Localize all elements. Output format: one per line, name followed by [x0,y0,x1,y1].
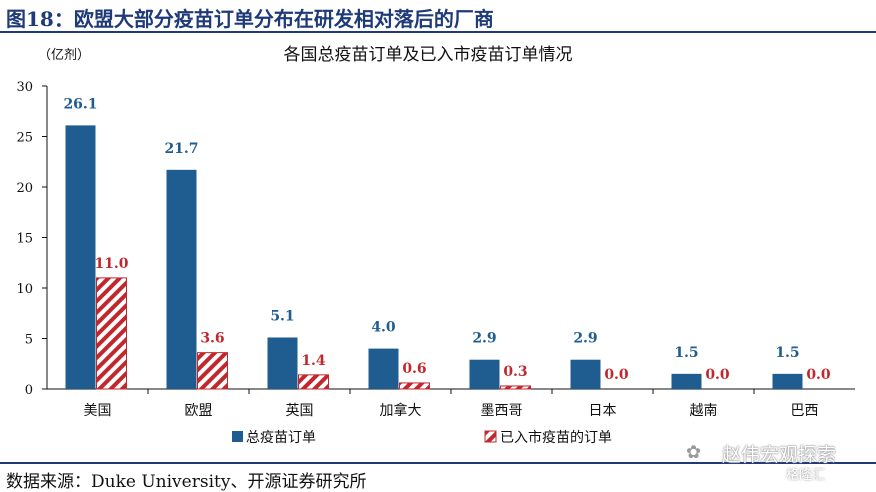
bar-total [65,125,96,389]
top-divider [0,31,876,33]
x-category-label: 美国 [84,403,112,419]
x-category-label: 英国 [286,402,314,419]
data-label-total: 1.5 [775,345,799,361]
data-label-market: 0.6 [402,361,426,377]
x-category-label: 巴西 [791,403,819,419]
data-label-market: 0.0 [705,367,730,383]
y-tick-label: 20 [16,181,33,196]
y-tick-label: 25 [16,131,33,146]
data-label-total: 21.7 [164,141,198,157]
bottom-divider [0,462,876,464]
data-label-total: 2.9 [472,331,496,347]
data-label-market: 1.4 [301,353,326,369]
y-tick-label: 10 [16,282,33,297]
x-category-label: 加拿大 [380,402,422,419]
x-category-label: 日本 [589,403,617,419]
bar-market [96,277,127,390]
watermark-text: 赵伟宏观探索 [722,444,837,466]
bar-total [671,373,702,389]
legend-swatch-market [484,430,497,443]
data-label-total: 1.5 [674,345,698,361]
data-label-total: 5.1 [270,308,294,324]
chart-title: 各国总疫苗订单及已入市疫苗订单情况 [284,45,573,65]
y-tick-label: 5 [25,333,33,348]
bar-total [368,348,399,389]
bar-market [298,374,329,390]
bar-total [469,359,500,389]
source-note: 数据来源：Duke University、开源证券研究所 [6,472,367,492]
bar-market [197,352,228,390]
bar-total [772,373,803,389]
bar-chart: 各国总疫苗订单及已入市疫苗订单情况 （亿剂） 0 5 10 15 20 25 30 美国 26.… [16,45,855,446]
bar-market [399,382,430,390]
watermark: ✿ 赵伟宏观探索 格隆汇 [686,440,876,490]
data-label-market: 11.0 [94,256,128,272]
bar-total [166,169,197,389]
legend: 总疫苗订单 已入市疫苗的订单 [232,429,612,446]
wechat-icon: ✿ [686,442,702,463]
y-tick-label: 0 [25,383,33,398]
figure-title: 图18：欧盟大部分疫苗订单分布在研发相对落后的厂商 [6,7,494,31]
bar-total [570,359,601,389]
data-label-total: 4.0 [371,320,396,336]
x-category-label: 欧盟 [185,403,213,419]
legend-label-total: 总疫苗订单 [246,430,316,446]
x-category-label: 越南 [690,403,718,419]
watermark-sub: 格隆汇 [786,468,826,483]
data-label-market: 0.3 [503,364,527,380]
y-unit-label: （亿剂） [38,48,90,63]
x-category-label: 墨西哥 [481,403,523,419]
bar-total [267,337,298,389]
bar-market [500,385,531,390]
data-label-total: 2.9 [573,331,597,347]
data-label-market: 0.0 [604,367,629,383]
data-label-market: 3.6 [200,331,224,347]
legend-label-market: 已入市疫苗的订单 [500,429,612,446]
data-label-total: 26.1 [63,96,97,112]
y-tick-label: 30 [16,80,33,95]
y-tick-label: 15 [16,232,33,247]
data-label-market: 0.0 [806,367,831,383]
legend-swatch-total [232,431,243,442]
